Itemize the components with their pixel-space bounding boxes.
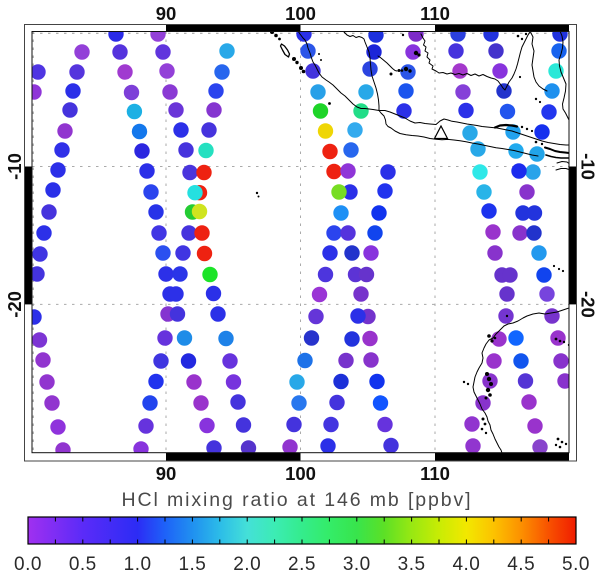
- svg-text:HCl mixing ratio at 146 mb [pp: HCl mixing ratio at 146 mb [ppbv]: [122, 489, 473, 511]
- svg-text:2.0: 2.0: [233, 554, 261, 575]
- svg-text:100: 100: [285, 463, 316, 484]
- svg-text:0.5: 0.5: [69, 554, 97, 575]
- svg-text:0.0: 0.0: [14, 554, 42, 575]
- svg-text:-10: -10: [578, 153, 599, 180]
- svg-text:110: 110: [420, 463, 450, 484]
- svg-text:110: 110: [420, 3, 450, 24]
- svg-text:-20: -20: [4, 291, 25, 318]
- svg-text:3.0: 3.0: [343, 554, 371, 575]
- svg-text:1.5: 1.5: [178, 554, 206, 575]
- svg-text:2.5: 2.5: [288, 554, 316, 575]
- svg-text:1.0: 1.0: [124, 554, 152, 575]
- svg-text:5.0: 5.0: [562, 554, 590, 575]
- svg-text:90: 90: [156, 3, 177, 24]
- svg-text:4.5: 4.5: [507, 554, 535, 575]
- svg-text:-10: -10: [4, 153, 25, 180]
- svg-text:100: 100: [285, 3, 316, 24]
- svg-text:3.5: 3.5: [398, 554, 426, 575]
- svg-text:90: 90: [156, 463, 177, 484]
- svg-text:-20: -20: [578, 291, 599, 318]
- svg-text:4.0: 4.0: [452, 554, 480, 575]
